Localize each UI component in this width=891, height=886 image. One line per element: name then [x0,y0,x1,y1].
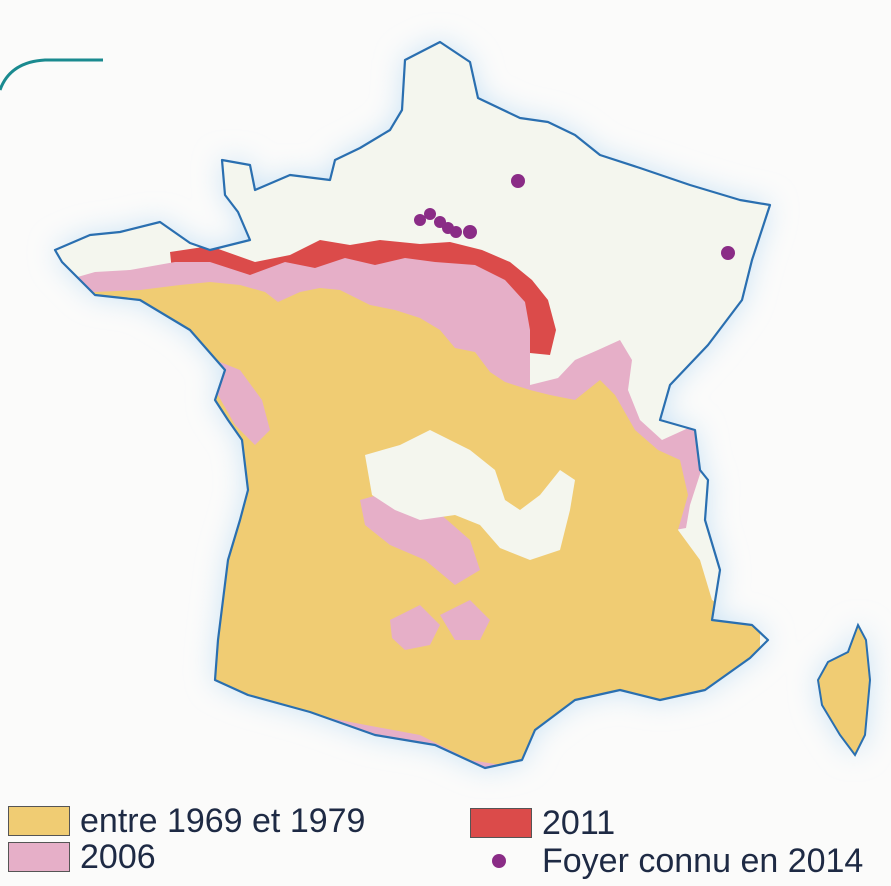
outbreak-point [424,208,436,220]
legend-item-foyer-2014: Foyer connu en 2014 [470,844,863,878]
legend-swatch-1969-1979 [8,806,70,836]
region-2006-lobe-south [390,605,440,650]
legend-label-1969-1979: entre 1969 et 1979 [80,802,366,840]
outbreak-point [414,214,426,226]
uninfested-interior [365,430,575,560]
legend-item-2011: 2011 [470,806,615,840]
legend-dot-foyer-2014 [492,854,506,868]
region-2006-lobe-southeast [440,600,490,640]
outbreak-point [511,174,525,188]
corsica [816,622,872,757]
legend-item-2006: 2006 [8,840,156,874]
corner-arc-decoration [0,58,103,91]
outbreak-points-2014 [414,174,735,260]
region-2006-lobe-center [360,490,480,585]
legend-label-2011: 2011 [542,804,616,842]
outbreak-point [721,246,735,260]
outbreak-point [450,226,462,238]
legend-label-2006: 2006 [80,838,156,876]
legend-swatch-2006 [8,842,70,872]
region-2006-lobe-west [215,360,270,445]
france-border [53,40,772,770]
legend-item-1969-1979: entre 1969 et 1979 [8,804,365,838]
legend-label-foyer-2014: Foyer connu en 2014 [542,842,864,880]
legend-swatch-2011 [470,808,532,838]
outbreak-point [463,225,477,239]
